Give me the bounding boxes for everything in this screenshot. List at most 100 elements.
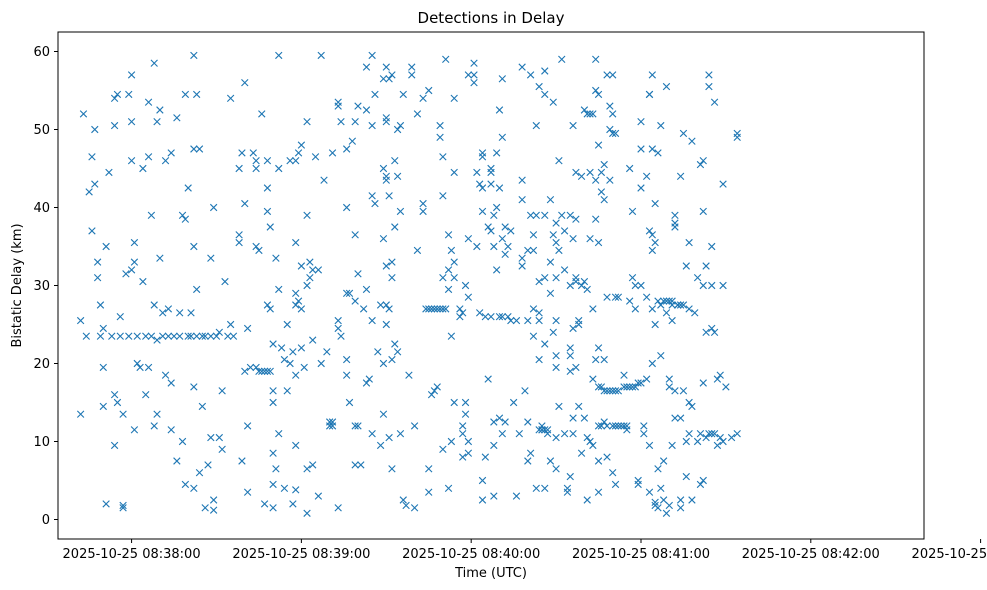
data-point (170, 332, 178, 340)
data-point (628, 207, 637, 216)
data-point (699, 379, 707, 387)
data-point (535, 426, 543, 434)
data-point (436, 133, 444, 141)
data-point (413, 246, 422, 255)
data-point (631, 281, 640, 290)
data-point (354, 102, 362, 110)
data-point (580, 106, 589, 114)
data-point (464, 449, 473, 457)
data-point (676, 172, 685, 180)
data-point (685, 430, 693, 438)
data-point (297, 141, 306, 149)
data-point (113, 398, 122, 407)
data-point (461, 410, 470, 418)
data-point (178, 211, 187, 219)
data-point (651, 498, 659, 507)
data-point (410, 504, 419, 512)
data-point (498, 430, 507, 438)
data-point (645, 90, 654, 99)
data-point (461, 398, 470, 407)
data-point (269, 387, 277, 395)
data-point (699, 157, 707, 165)
data-point (427, 391, 436, 399)
data-point (625, 383, 634, 391)
data-point (478, 476, 487, 485)
data-point (569, 235, 577, 243)
data-point (512, 492, 521, 500)
data-point (263, 301, 272, 309)
data-point (560, 430, 569, 438)
data-point (246, 363, 255, 372)
data-point (379, 235, 388, 243)
data-point (351, 422, 359, 430)
data-point (558, 211, 566, 219)
data-point (620, 383, 628, 391)
data-point (272, 465, 280, 473)
data-point (481, 313, 490, 321)
data-point (444, 266, 453, 274)
data-point (82, 332, 90, 340)
data-point (470, 59, 478, 67)
data-point (173, 114, 181, 122)
data-point (391, 340, 399, 348)
data-point (495, 184, 504, 192)
data-point (190, 383, 198, 391)
data-point (657, 301, 665, 309)
data-point (297, 344, 306, 352)
data-point (190, 145, 198, 153)
data-point (580, 277, 589, 286)
data-point (116, 332, 124, 340)
data-point (498, 235, 507, 243)
data-point (156, 254, 164, 262)
data-point (334, 504, 342, 512)
data-point (374, 348, 382, 356)
data-point (637, 145, 645, 153)
data-point (609, 387, 617, 395)
data-point (659, 496, 668, 504)
data-point (600, 196, 608, 204)
data-point (572, 274, 580, 282)
data-point (263, 207, 272, 216)
data-point (710, 98, 719, 106)
data-point (515, 430, 523, 438)
data-point (475, 180, 484, 188)
data-point (351, 297, 359, 305)
data-point (549, 231, 557, 239)
data-point (192, 90, 201, 99)
data-point (385, 75, 393, 83)
data-point (85, 188, 93, 196)
data-point (685, 238, 693, 247)
data-point (688, 496, 696, 504)
data-point (402, 501, 410, 510)
data-point (204, 461, 212, 469)
data-point (569, 414, 577, 422)
data-point (130, 238, 139, 247)
data-point (631, 305, 640, 313)
data-point (592, 86, 600, 95)
data-point (201, 504, 209, 512)
data-point (459, 309, 467, 317)
data-point (427, 305, 436, 313)
data-point (637, 281, 645, 290)
data-point (518, 63, 526, 71)
data-point (696, 430, 705, 438)
data-point (342, 289, 351, 297)
data-point (447, 437, 456, 446)
y-tick-label: 40 (33, 201, 50, 216)
x-tick-label: 2025-10-25 08:38:00 (63, 547, 201, 562)
data-point (682, 472, 690, 481)
data-point (243, 422, 252, 430)
data-point (292, 238, 300, 247)
data-point (303, 281, 311, 290)
data-point (535, 316, 543, 325)
data-point (371, 199, 379, 208)
data-point (388, 274, 396, 282)
data-point (637, 379, 645, 387)
data-point (125, 90, 133, 99)
data-point (719, 437, 727, 446)
data-point (518, 262, 526, 270)
data-point (297, 305, 306, 313)
data-point (198, 332, 207, 340)
data-point (733, 129, 741, 138)
data-point (147, 211, 156, 219)
